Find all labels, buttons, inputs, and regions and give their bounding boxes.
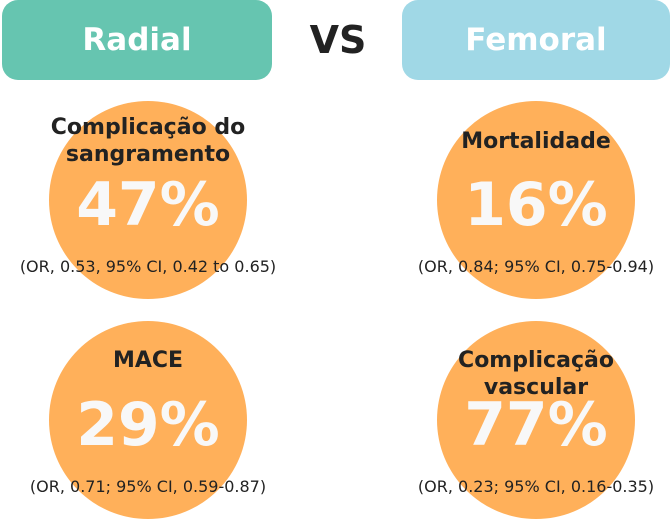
stat-circle	[49, 321, 247, 519]
stat-value: 29%	[76, 390, 220, 460]
stat-label: Complicação do sangramento	[50, 115, 246, 167]
stat-label: MACE	[112, 348, 184, 373]
stat-ci: (OR, 0.71; 95% CI, 0.59-0.87)	[29, 477, 267, 496]
stat-value: 47%	[76, 170, 220, 240]
stat-circle	[437, 101, 635, 299]
stat-label: Complicação vascular	[458, 348, 614, 400]
stat-ci: (OR, 0.53, 95% CI, 0.42 to 0.65)	[19, 257, 277, 276]
stat-ci: (OR, 0.23; 95% CI, 0.16-0.35)	[417, 477, 655, 496]
stat-value: 16%	[464, 170, 608, 240]
stat-circle	[49, 101, 247, 299]
stat-ci: (OR, 0.84; 95% CI, 0.75-0.94)	[417, 257, 655, 276]
vs-label: VS	[309, 18, 367, 62]
radial-header: Radial	[2, 0, 272, 80]
stat-value: 77%	[464, 390, 608, 460]
femoral-header: Femoral	[402, 0, 670, 80]
stat-label: Mortalidade	[461, 129, 611, 154]
stat-circle	[437, 321, 635, 519]
